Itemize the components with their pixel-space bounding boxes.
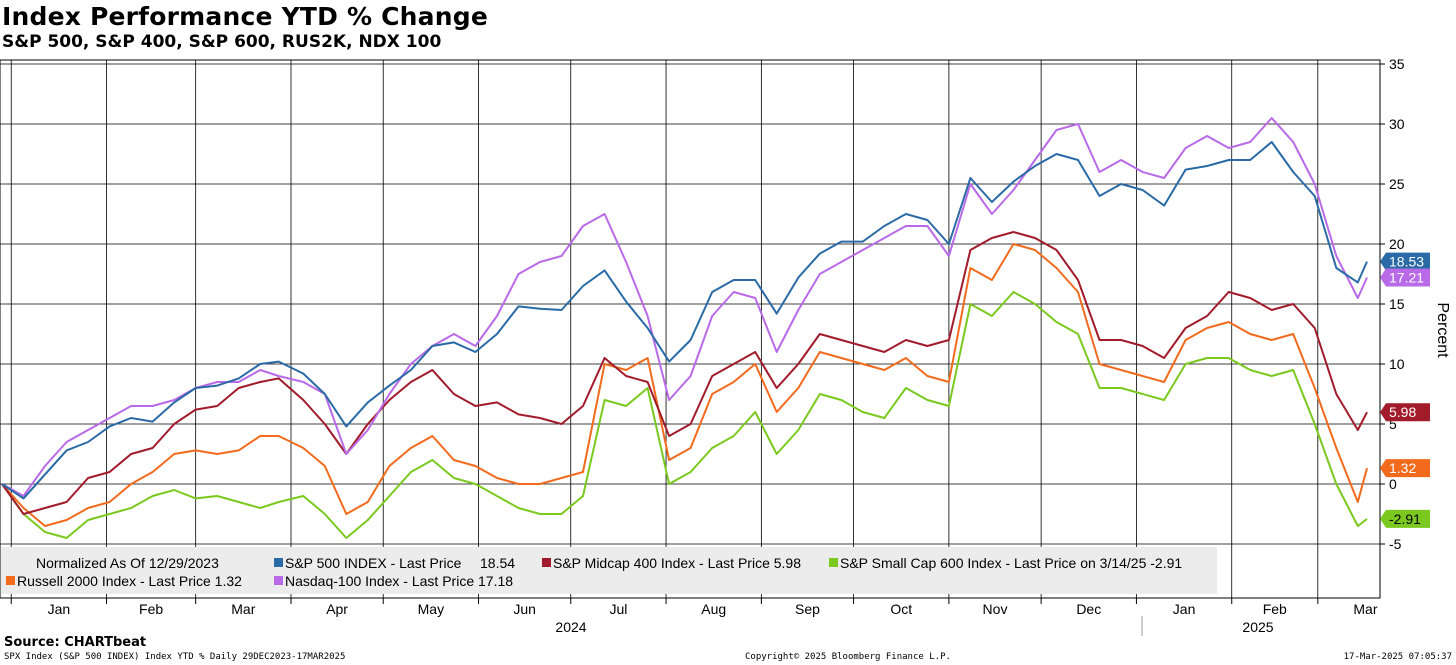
series-line <box>1 117 1368 497</box>
legend-entry: S&P Small Cap 600 Index - Last Price on … <box>840 555 1182 571</box>
legend-entry: S&P 500 INDEX - Last Price <box>285 555 462 571</box>
series-line <box>1 243 1368 527</box>
series-line <box>1 141 1368 500</box>
x-tick-label: Jan <box>1173 601 1196 617</box>
x-tick-label: Mar <box>231 601 255 617</box>
y-tick-label: 35 <box>1389 56 1405 72</box>
footer-copyright: Copyright© 2025 Bloomberg Finance L.P. <box>745 652 951 662</box>
chart-subtitle: S&P 500, S&P 400, S&P 600, RUS2K, NDX 10… <box>2 32 442 52</box>
x-tick-label: Feb <box>1263 601 1287 617</box>
x-tick-label: May <box>418 601 444 617</box>
legend-swatch <box>542 558 551 567</box>
last-value-label: -2.91 <box>1389 511 1421 527</box>
x-tick-label: Aug <box>701 601 726 617</box>
y-tick-label: 0 <box>1389 476 1397 492</box>
legend-note: Normalized As Of 12/29/2023 <box>36 555 219 571</box>
last-value-tag <box>1380 268 1430 287</box>
last-value-tag <box>1380 459 1430 478</box>
legend-swatch <box>274 558 283 567</box>
x-tick-label: Jan <box>48 601 71 617</box>
legend-box <box>1 547 1217 594</box>
last-value-tag <box>1380 403 1430 422</box>
legend-entry: Nasdaq-100 Index - Last Price 17.18 <box>285 573 513 589</box>
y-tick-label: -5 <box>1389 536 1402 552</box>
footer-timestamp: 17-Mar-2025 07:05:37 <box>1343 652 1452 662</box>
y-tick-label: 25 <box>1389 176 1405 192</box>
chart-title: Index Performance YTD % Change <box>2 2 488 31</box>
y-tick-label: 10 <box>1389 356 1405 372</box>
x-tick-label: Feb <box>139 601 163 617</box>
plot-area <box>0 59 1381 599</box>
series-line <box>1 231 1368 515</box>
legend-entry: Russell 2000 Index - Last Price 1.32 <box>17 573 242 589</box>
x-tick-label: Nov <box>983 601 1008 617</box>
x-tick-label: Sep <box>795 601 820 617</box>
x-tick-label: Jul <box>609 601 627 617</box>
y-tick-label: 15 <box>1389 296 1405 312</box>
last-value-tag <box>1380 252 1430 271</box>
legend-swatch <box>6 576 15 585</box>
last-value-label: 1.32 <box>1389 460 1416 476</box>
y-tick-label: 30 <box>1389 116 1405 132</box>
legend-value: 18.54 <box>480 555 515 571</box>
source-note: Source: CHARTbeat <box>4 635 147 650</box>
y-tick-label: 5 <box>1389 416 1397 432</box>
last-value-label: 18.53 <box>1389 254 1424 270</box>
footer-descriptor: SPX Index (S&P 500 INDEX) Index YTD % Da… <box>4 652 346 662</box>
x-tick-label: Dec <box>1076 601 1101 617</box>
y-tick-label: 20 <box>1389 236 1405 252</box>
last-value-label: 17.21 <box>1389 269 1424 285</box>
x-tick-label: Apr <box>326 601 348 617</box>
legend-swatch <box>274 576 283 585</box>
x-tick-label: Oct <box>890 601 912 617</box>
series-line <box>1 291 1368 539</box>
legend-entry: S&P Midcap 400 Index - Last Price 5.98 <box>553 555 801 571</box>
x-tick-label: Mar <box>1353 601 1377 617</box>
y-axis-label: Percent <box>1434 302 1451 358</box>
legend-swatch <box>829 558 838 567</box>
x-tick-label: Jun <box>513 601 536 617</box>
last-value-label: 5.98 <box>1389 404 1416 420</box>
x-year-label: 2024 <box>555 619 586 635</box>
last-value-tag <box>1380 509 1430 528</box>
x-year-label: 2025 <box>1242 619 1273 635</box>
